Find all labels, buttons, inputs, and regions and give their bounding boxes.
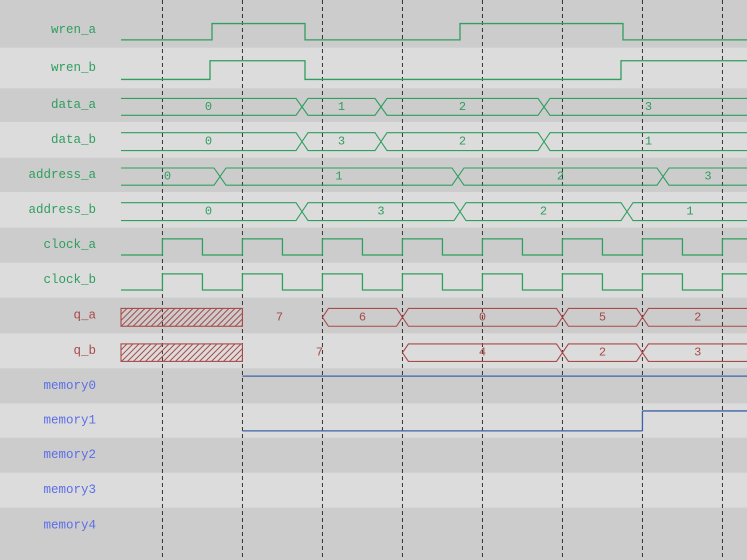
svg-text:0: 0 (205, 100, 212, 114)
svg-text:memory2: memory2 (43, 448, 96, 462)
svg-text:3: 3 (377, 205, 384, 219)
svg-text:3: 3 (704, 170, 711, 184)
svg-text:3: 3 (694, 346, 701, 360)
svg-text:clock_a: clock_a (43, 238, 96, 252)
svg-text:memory3: memory3 (43, 483, 96, 497)
svg-text:address_b: address_b (28, 203, 96, 217)
svg-text:0: 0 (164, 170, 171, 184)
svg-text:7: 7 (276, 310, 283, 324)
svg-text:memory0: memory0 (43, 379, 96, 393)
svg-text:1: 1 (335, 170, 342, 184)
svg-text:4: 4 (479, 346, 486, 360)
svg-text:1: 1 (645, 135, 652, 149)
svg-text:2: 2 (599, 346, 606, 360)
svg-text:wren_a: wren_a (51, 23, 97, 37)
svg-text:address_a: address_a (28, 168, 96, 182)
svg-text:2: 2 (459, 100, 466, 114)
svg-text:clock_b: clock_b (43, 273, 96, 287)
svg-text:3: 3 (338, 135, 345, 149)
svg-text:q_a: q_a (73, 309, 96, 323)
svg-text:memory1: memory1 (43, 414, 96, 428)
svg-text:q_b: q_b (73, 344, 96, 358)
svg-text:1: 1 (338, 100, 345, 114)
svg-text:wren_b: wren_b (51, 61, 96, 75)
svg-text:6: 6 (359, 310, 366, 324)
svg-text:memory4: memory4 (43, 518, 96, 532)
svg-text:2: 2 (459, 135, 466, 149)
svg-text:2: 2 (694, 310, 701, 324)
svg-text:data_b: data_b (51, 133, 96, 147)
svg-text:3: 3 (645, 100, 652, 114)
svg-text:0: 0 (205, 135, 212, 149)
svg-text:0: 0 (205, 205, 212, 219)
svg-text:2: 2 (540, 205, 547, 219)
svg-text:0: 0 (479, 310, 486, 324)
svg-text:5: 5 (599, 310, 606, 324)
svg-text:1: 1 (686, 205, 693, 219)
svg-text:data_a: data_a (51, 98, 97, 112)
svg-text:2: 2 (557, 170, 564, 184)
svg-text:7: 7 (316, 346, 323, 360)
